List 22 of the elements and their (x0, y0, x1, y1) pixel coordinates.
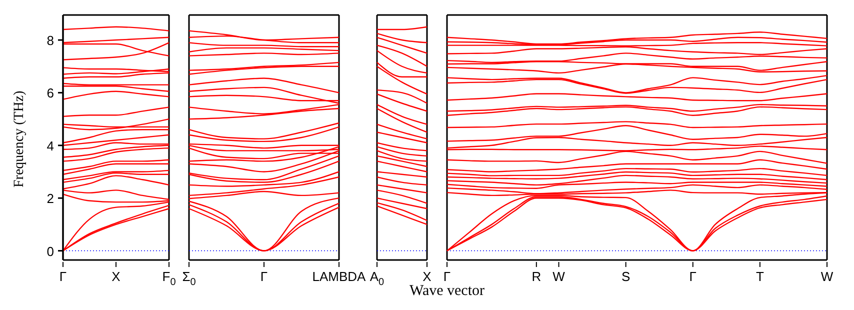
x-tick-label: LAMBDA (312, 269, 366, 284)
x-tick-label: T (756, 269, 764, 284)
x-tick-label: Σ$_{0}$ (182, 269, 196, 288)
y-tick-label: 6 (46, 86, 54, 101)
x-tick-label: Γ (260, 269, 268, 284)
y-tick-label: 2 (46, 191, 54, 206)
x-tick-label: R (532, 269, 542, 284)
y-axis-title: Frequency (THz) (12, 90, 27, 188)
x-axis-title: Wave vector (410, 283, 484, 299)
y-tick-label: 0 (46, 244, 54, 259)
x-tick-label: F$_{0}$ (162, 269, 176, 288)
x-tick-label: S (621, 269, 630, 284)
x-tick-label: X (422, 269, 432, 284)
x-tick-label: Γ (689, 269, 696, 284)
x-tick-label: X (112, 269, 121, 284)
x-tick-label: W (820, 269, 834, 284)
x-tick-label: A$_{0}$ (370, 269, 385, 288)
x-tick-label: Γ (59, 269, 67, 284)
y-tick-label: 4 (46, 138, 54, 154)
x-tick-label: Γ (443, 269, 451, 284)
y-tick-label: 8 (46, 33, 54, 48)
x-tick-label: W (552, 269, 566, 284)
